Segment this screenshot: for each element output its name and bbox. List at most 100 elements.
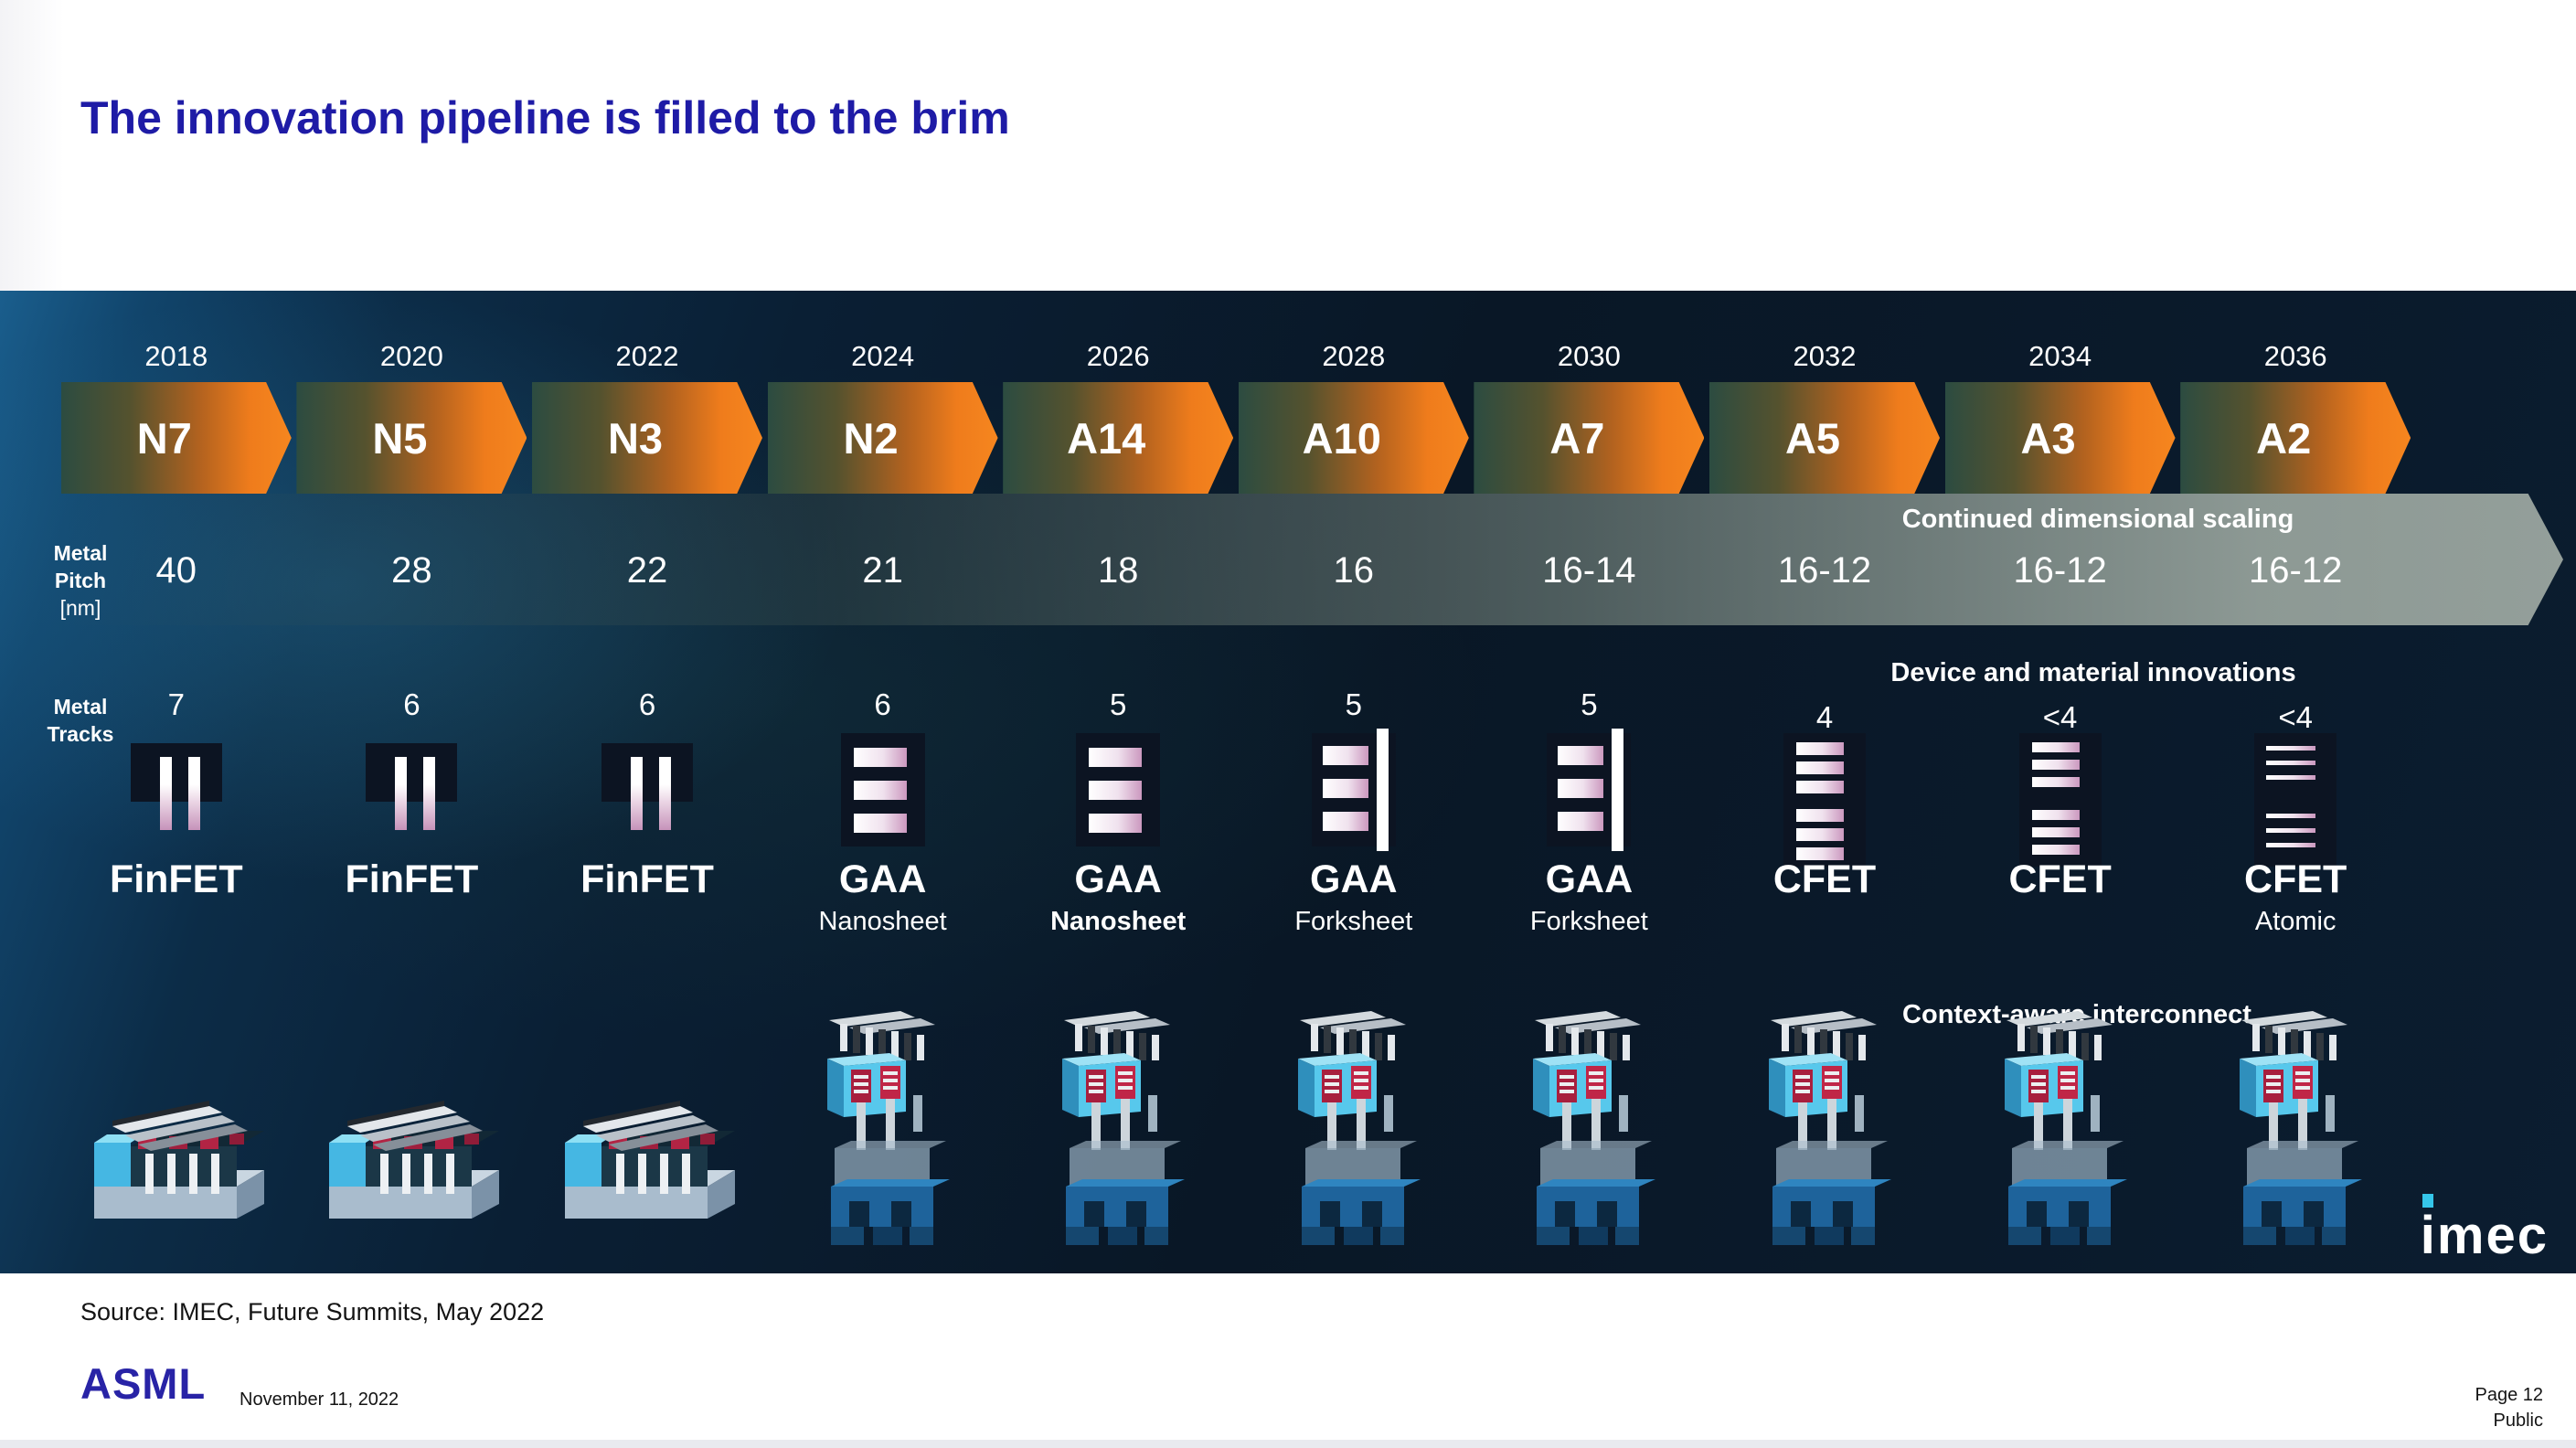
- icon-cell: [1000, 733, 1236, 885]
- classification: Public: [2493, 1411, 2543, 1431]
- device-sub-name: Nanosheet: [818, 907, 947, 936]
- metal-pitch-value: 16-14: [1542, 550, 1636, 591]
- forksheet-icon: [1311, 729, 1396, 851]
- device-sub-name: Nanosheet: [1050, 907, 1187, 936]
- pitch-cell: 16: [1236, 550, 1472, 609]
- pitch-cell: 16-14: [1472, 550, 1708, 609]
- year-label: 2020: [379, 340, 443, 372]
- icon-cell: [765, 733, 1001, 885]
- node-chevron: A3: [1944, 382, 2176, 494]
- year-cell: 2018: [59, 340, 294, 380]
- slide-title: The innovation pipeline is filled to the…: [80, 92, 1010, 144]
- metal-tracks-value: 5: [1581, 687, 1598, 721]
- imec-logo-dot-icon: [2422, 1194, 2433, 1208]
- metal-pitch-value: 18: [1097, 550, 1139, 591]
- tracks-cell: <4: [1943, 687, 2178, 735]
- node-label: N7: [136, 413, 192, 463]
- render-cell: [59, 987, 294, 1262]
- render-cell: [1000, 987, 1236, 1262]
- chevron-cell: A10: [1236, 382, 1472, 494]
- chevron-cell: A14: [1000, 382, 1236, 494]
- metal-tracks-value: 4: [1815, 700, 1834, 734]
- render-cell: [1236, 987, 1472, 1262]
- device-name: GAA: [1074, 857, 1162, 901]
- chip-render-3d: [1049, 1006, 1187, 1262]
- slide-date: November 11, 2022: [240, 1389, 399, 1410]
- slide-header: The innovation pipeline is filled to the…: [0, 0, 2576, 291]
- node-label: N2: [843, 413, 899, 463]
- node-label: A7: [1549, 413, 1605, 463]
- metal-pitch-value: 40: [155, 550, 197, 591]
- year-cell: 2022: [529, 340, 765, 380]
- device-name: GAA: [838, 857, 927, 901]
- node-label: A3: [2020, 413, 2076, 463]
- node-chevron: A10: [1238, 382, 1469, 494]
- name-cell: GAA Forksheet: [1472, 857, 1708, 958]
- metal-tracks-value: 5: [1345, 687, 1362, 721]
- chip-render-3d: [1285, 1006, 1422, 1262]
- year-cell: 2024: [765, 340, 1001, 380]
- icon-cell: [529, 733, 765, 885]
- cfet-atomic-icon: [2254, 733, 2337, 867]
- year-label: 2026: [1086, 340, 1150, 372]
- icon-cell: [294, 733, 530, 885]
- chip-render-3d: [1992, 1006, 2129, 1262]
- year-label: 2036: [2263, 340, 2327, 372]
- node-chevron: N3: [531, 382, 762, 494]
- metal-tracks-value: 7: [167, 687, 185, 721]
- chip-render-row: [59, 987, 2413, 1262]
- metal-tracks-value: 6: [874, 687, 891, 721]
- nanosheet-icon: [840, 733, 925, 846]
- metal-tracks-label: Metal Tracks: [47, 695, 114, 746]
- node-chevron-row: N7 N5 N3 N2 A14 A10 A7 A5 A3 A2: [59, 382, 2413, 494]
- name-cell: CFET: [1943, 857, 2178, 958]
- metal-pitch-value: 16-12: [1777, 550, 1872, 591]
- icon-cell: [1943, 733, 2178, 885]
- node-label: A5: [1784, 413, 1841, 463]
- node-label: A2: [2256, 413, 2312, 463]
- chevron-cell: N3: [529, 382, 765, 494]
- device-name: GAA: [1545, 857, 1634, 901]
- chevron-cell: N2: [765, 382, 1001, 494]
- name-cell: FinFET: [529, 857, 765, 958]
- node-label: A10: [1302, 413, 1381, 463]
- tracks-cell: 7: [59, 687, 294, 735]
- cfet-thin-icon: [2018, 733, 2102, 867]
- tracks-cell: 5: [1236, 687, 1472, 735]
- device-sub-name: Forksheet: [1529, 907, 1648, 936]
- icon-cell: [1236, 729, 1472, 885]
- pitch-cell: 21: [765, 550, 1001, 609]
- pitch-cell: 22: [529, 550, 765, 609]
- source-note: Source: IMEC, Future Summits, May 2022: [80, 1298, 545, 1326]
- metal-pitch-value: 16-12: [2249, 550, 2343, 591]
- device-sub-name: Forksheet: [1294, 907, 1413, 936]
- pitch-cell: 18: [1000, 550, 1236, 609]
- render-cell: [294, 987, 530, 1262]
- chevron-cell: A7: [1472, 382, 1708, 494]
- node-label: A14: [1067, 413, 1146, 463]
- tracks-cell: <4: [2177, 687, 2413, 735]
- tracks-cell: 6: [765, 687, 1001, 735]
- name-cell: GAA Forksheet: [1236, 857, 1472, 958]
- render-cell: [529, 987, 765, 1262]
- chip-render-3d: [2227, 1006, 2364, 1262]
- metal-pitch-value: 21: [862, 550, 903, 591]
- year-cell: 2026: [1000, 340, 1236, 380]
- node-chevron: A14: [1003, 382, 1234, 494]
- name-cell: FinFET: [59, 857, 294, 958]
- year-cell: 2032: [1707, 340, 1943, 380]
- chip-render-3d: [814, 1006, 952, 1262]
- metal-pitch-row: 40 28 22 21 18 16 16-14 16-12 16-12 16-12: [59, 550, 2413, 609]
- bottom-strip: [0, 1440, 2576, 1448]
- chip-render-3d: [85, 1079, 268, 1234]
- roadmap-band: Metal Pitch [nm] Metal Tracks Continued …: [0, 291, 2576, 1273]
- pitch-cell: 40: [59, 550, 294, 609]
- metal-tracks-value: <4: [2042, 700, 2078, 734]
- node-chevron: A2: [2180, 382, 2411, 494]
- name-cell: GAA Nanosheet: [765, 857, 1001, 958]
- dimensional-scaling-arrow: [59, 494, 2563, 625]
- metal-pitch-value: 22: [626, 550, 668, 591]
- years-row: 2018 2020 2022 2024 2026 2028 2030 2032 2034 2036: [59, 340, 2413, 380]
- render-cell: [1707, 987, 1943, 1262]
